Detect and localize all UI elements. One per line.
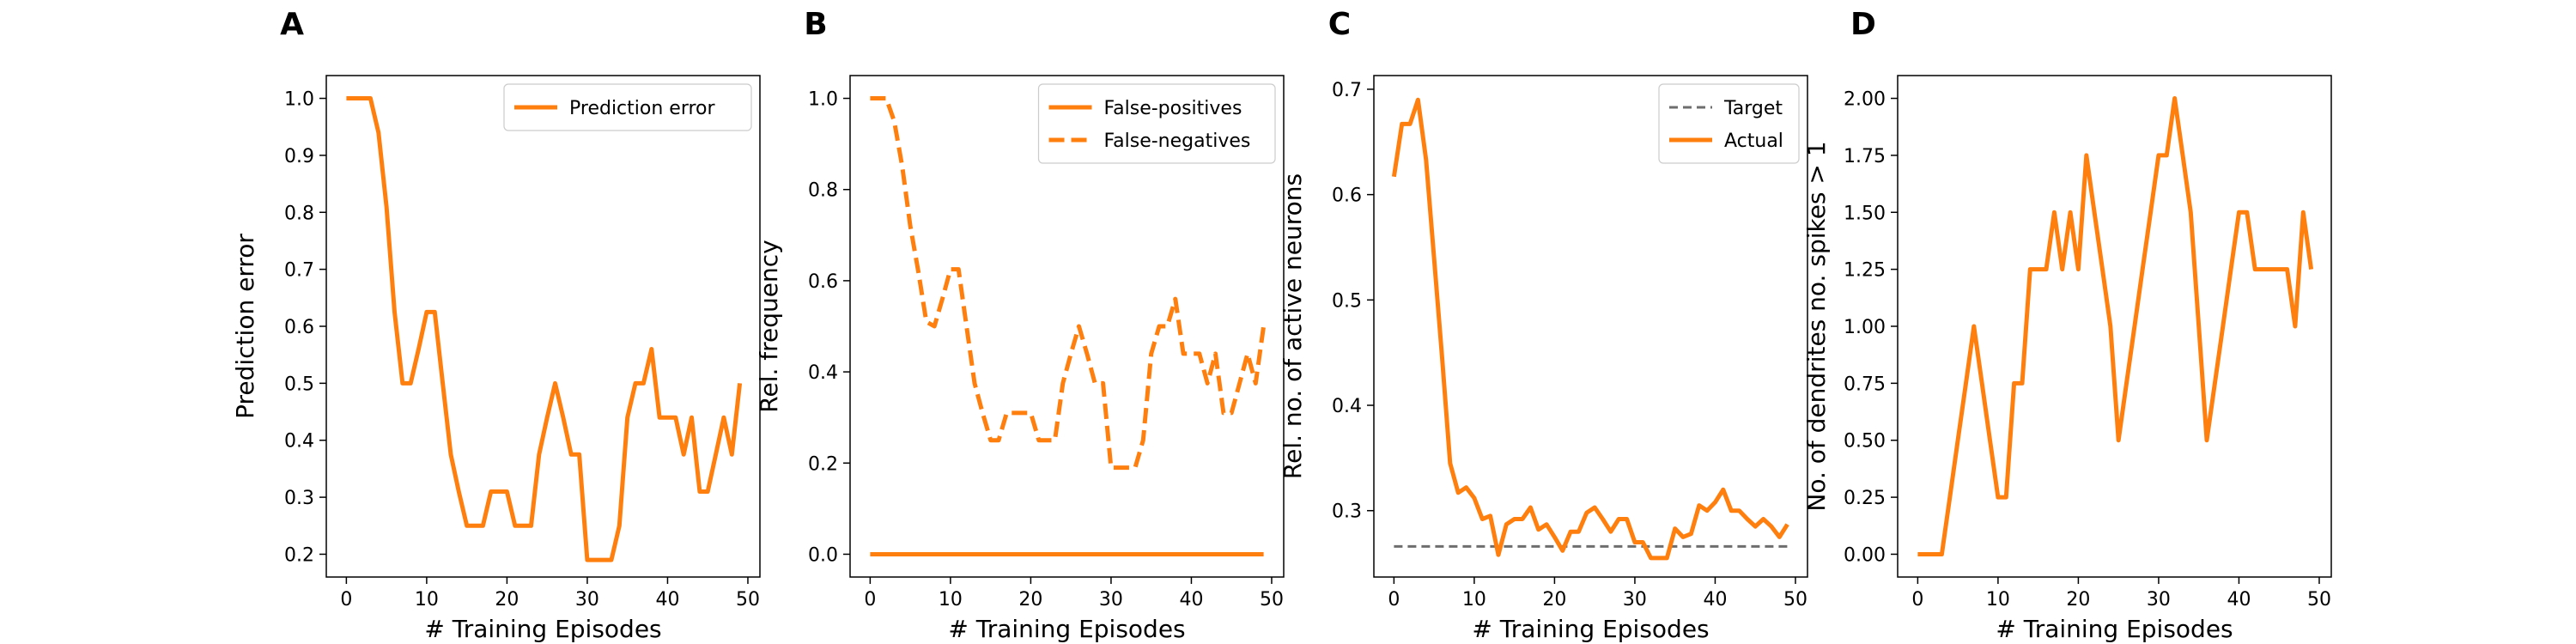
legend-label-target: Target — [1723, 98, 1783, 119]
y-tick-label: 0.2 — [284, 544, 314, 566]
x-tick-label: 20 — [1018, 589, 1042, 611]
y-tick-label: 0.0 — [808, 544, 838, 566]
legend-label-false-negatives: False-negatives — [1104, 131, 1251, 152]
x-tick-label: 10 — [939, 589, 963, 611]
x-tick-label: 10 — [1986, 589, 2010, 611]
panel-b: B 0 10 20 30 40 50 0.0 0.2 0.4 0.6 0.8 1.0 # Training… — [755, 7, 1285, 643]
x-tick-label: 20 — [2066, 589, 2090, 611]
series-line-series — [1917, 96, 2314, 556]
legend: False-positives False-negatives — [1037, 83, 1276, 164]
y-axis-label: Rel. no. of active neurons — [1279, 173, 1307, 479]
x-tick-label: 50 — [2307, 589, 2331, 611]
x-axis-label: # Training Episodes — [948, 615, 1185, 643]
x-tick-label: 50 — [1783, 589, 1807, 611]
y-tick-label: 0.25 — [1844, 488, 1886, 509]
x-tick-label: 20 — [1542, 589, 1566, 611]
panel-letter: D — [1850, 7, 1876, 42]
x-tick-label: 30 — [575, 589, 599, 611]
legend-frame — [1658, 83, 1800, 164]
legend-frame — [503, 83, 752, 131]
x-tick-label: 10 — [1462, 589, 1486, 611]
x-tick-label: 40 — [655, 589, 679, 611]
panel-c: C 0 10 20 30 40 50 0.3 0.4 0.5 0.6 0.7 # Training Ep… — [1279, 7, 1808, 643]
y-tick-label: 0.00 — [1844, 544, 1886, 566]
y-tick-label: 1.25 — [1844, 260, 1886, 282]
panel-letter: C — [1328, 7, 1351, 42]
y-axis-label: Prediction error — [231, 234, 259, 419]
y-tick-label: 0.6 — [808, 271, 838, 293]
y-tick-label: 1.0 — [284, 89, 314, 111]
axes-frame — [1373, 75, 1808, 578]
y-tick-label: 0.75 — [1844, 374, 1886, 395]
legend-label-false-positives: False-positives — [1104, 98, 1242, 119]
panel-d: D 0 10 20 30 40 50 0.00 0.25 0.50 0.75 1.00 1.25 1.50… — [1802, 7, 2332, 643]
y-axis-label: Rel. frequency — [755, 240, 783, 412]
x-tick-label: 30 — [1099, 589, 1123, 611]
series-line-prediction-error — [346, 96, 743, 562]
legend: Target Actual — [1658, 83, 1800, 164]
legend: Prediction error — [503, 83, 752, 131]
x-tick-label: 0 — [864, 589, 876, 611]
axes-frame — [849, 75, 1285, 578]
y-tick-label: 0.4 — [1332, 396, 1362, 417]
y-tick-label: 0.3 — [1332, 501, 1362, 523]
y-tick-label: 0.7 — [1332, 80, 1362, 101]
x-axis-label: # Training Episodes — [424, 615, 661, 643]
y-tick-label: 1.0 — [808, 89, 838, 111]
y-tick-label: 1.50 — [1844, 203, 1886, 224]
y-tick-label: 0.7 — [284, 260, 314, 282]
y-tick-label: 0.8 — [284, 203, 314, 224]
y-tick-label: 0.4 — [808, 362, 838, 384]
y-tick-label: 0.2 — [808, 453, 838, 475]
x-tick-label: 40 — [1179, 589, 1203, 611]
y-tick-label: 0.6 — [284, 317, 314, 338]
panel-letter: B — [804, 7, 827, 42]
x-tick-label: 20 — [495, 589, 519, 611]
legend-label-actual: Actual — [1724, 131, 1783, 152]
x-tick-label: 50 — [1260, 589, 1284, 611]
y-tick-label: 0.4 — [284, 431, 314, 453]
y-tick-label: 0.9 — [284, 146, 314, 167]
x-tick-label: 0 — [1911, 589, 1923, 611]
y-tick-label: 0.6 — [1332, 185, 1362, 207]
x-tick-label: 50 — [736, 589, 760, 611]
x-tick-label: 30 — [1623, 589, 1647, 611]
axes-frame — [1897, 75, 2332, 578]
axes-frame — [325, 75, 761, 578]
x-axis-label: # Training Episodes — [1472, 615, 1709, 643]
y-tick-label: 0.8 — [808, 180, 838, 202]
y-tick-label: 0.5 — [1332, 290, 1362, 312]
x-tick-label: 40 — [2227, 589, 2251, 611]
series-line-actual — [1391, 97, 1789, 561]
y-axis-label: No. of dendrites no. spikes > 1 — [1802, 141, 1831, 511]
y-tick-label: 0.5 — [284, 374, 314, 395]
x-tick-label: 40 — [1703, 589, 1727, 611]
y-tick-label: 2.00 — [1844, 89, 1886, 111]
y-tick-label: 1.00 — [1844, 317, 1886, 338]
x-tick-label: 0 — [1388, 589, 1400, 611]
x-tick-label: 30 — [2147, 589, 2171, 611]
y-tick-label: 0.3 — [284, 488, 314, 509]
series-line-false-negatives — [870, 96, 1267, 471]
y-tick-label: 0.50 — [1844, 431, 1886, 453]
y-tick-label: 1.75 — [1844, 146, 1886, 167]
x-tick-label: 0 — [340, 589, 352, 611]
legend-label-prediction-error: Prediction error — [569, 98, 715, 119]
panel-letter: A — [280, 7, 304, 42]
x-tick-label: 10 — [415, 589, 439, 611]
panel-a: A 0 10 20 30 40 50 0.2 0.3 0.4 0.5 0.6 0.7 0.8 0.9 1.0 #… — [231, 7, 761, 643]
x-axis-label: # Training Episodes — [1996, 615, 2233, 643]
legend-frame — [1037, 83, 1276, 164]
